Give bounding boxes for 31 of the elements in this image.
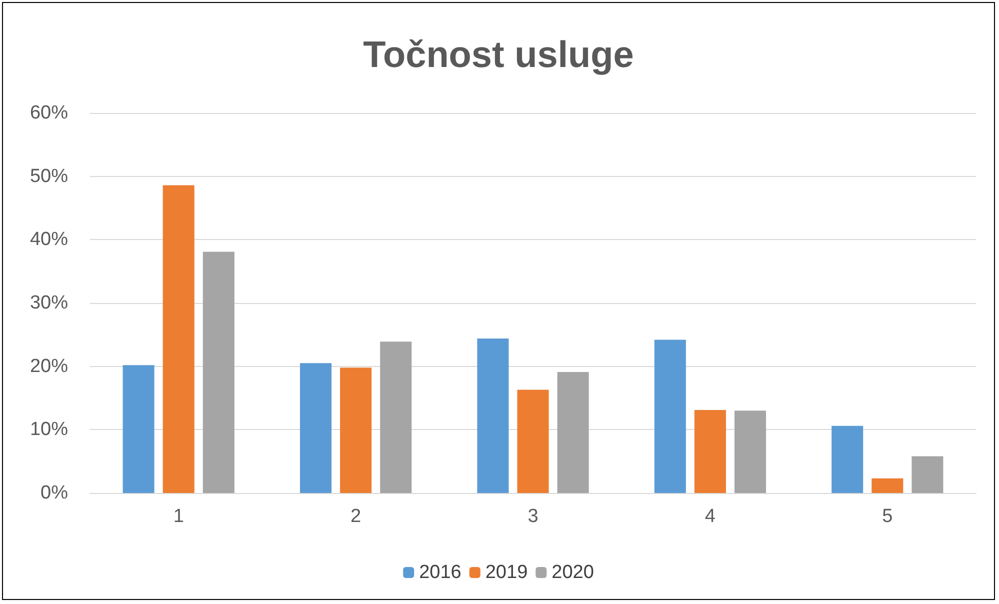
chart-title: Točnost usluge bbox=[363, 34, 634, 75]
x-tick-label: 5 bbox=[882, 506, 893, 527]
bar bbox=[912, 456, 944, 493]
bar bbox=[654, 340, 686, 493]
bar bbox=[300, 363, 332, 493]
bar bbox=[517, 390, 549, 493]
bar bbox=[694, 410, 726, 493]
x-tick-label: 4 bbox=[704, 506, 716, 527]
bar bbox=[832, 426, 864, 493]
bar bbox=[122, 365, 154, 493]
x-tick-label: 3 bbox=[528, 506, 538, 527]
bar bbox=[557, 372, 589, 493]
bar bbox=[162, 185, 194, 493]
y-tick-label: 40% bbox=[30, 229, 68, 250]
bar bbox=[202, 252, 234, 493]
y-tick-label: 20% bbox=[30, 356, 68, 377]
bar bbox=[340, 368, 372, 493]
bar bbox=[380, 342, 412, 493]
bar bbox=[734, 410, 766, 493]
legend-label: 2020 bbox=[552, 562, 594, 583]
y-tick-label: 10% bbox=[30, 419, 68, 440]
y-tick-label: 30% bbox=[30, 292, 68, 314]
x-tick-label: 2 bbox=[350, 506, 362, 527]
bar bbox=[477, 338, 509, 493]
y-tick-label: 50% bbox=[30, 166, 68, 187]
x-tick-label: 1 bbox=[173, 506, 184, 527]
bar bbox=[872, 478, 904, 493]
y-tick-label: 0% bbox=[40, 482, 68, 504]
legend-label: 2016 bbox=[419, 562, 462, 583]
y-tick-label: 60% bbox=[30, 102, 68, 124]
legend-label: 2019 bbox=[485, 562, 528, 583]
